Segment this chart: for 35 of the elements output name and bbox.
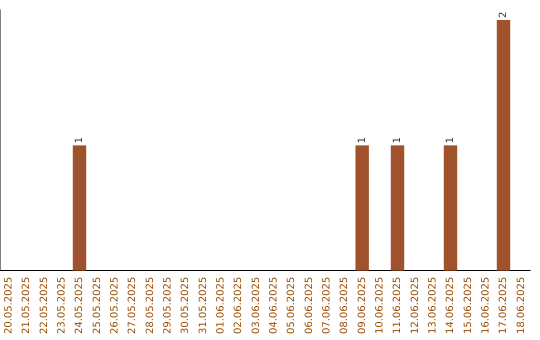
x-tick-label: 05.06.2025 bbox=[286, 276, 298, 334]
x-tick-label: 29.05.2025 bbox=[162, 276, 174, 334]
x-tick-label: 01.06.2025 bbox=[215, 276, 226, 334]
x-tick-label: 09.06.2025 bbox=[356, 276, 368, 334]
x-tick-label: 03.06.2025 bbox=[250, 276, 262, 334]
x-tick-label: 14.06.2025 bbox=[445, 276, 456, 334]
data-label: 2 bbox=[498, 12, 510, 18]
x-tick-label: 23.05.2025 bbox=[56, 276, 68, 334]
x-tick-label: 31.05.2025 bbox=[198, 276, 209, 334]
x-tick-label: 16.06.2025 bbox=[480, 276, 492, 334]
x-tick-label: 06.06.2025 bbox=[304, 276, 315, 334]
x-tick-label: 07.06.2025 bbox=[321, 276, 332, 334]
data-label: 1 bbox=[445, 137, 456, 144]
x-tick-label: 12.06.2025 bbox=[410, 276, 421, 334]
x-tick-label: 17.06.2025 bbox=[498, 276, 510, 334]
data-label: 1 bbox=[74, 137, 86, 144]
data-label: 1 bbox=[356, 137, 368, 144]
x-tick-label: 30.05.2025 bbox=[180, 276, 192, 334]
x-tick-label: 22.05.2025 bbox=[38, 276, 50, 334]
data-label: 1 bbox=[392, 137, 404, 144]
x-tick-label: 13.06.2025 bbox=[427, 276, 438, 334]
x-tick-label: 25.05.2025 bbox=[92, 276, 103, 334]
x-tick-label: 27.05.2025 bbox=[127, 276, 138, 334]
x-tick-label: 18.06.2025 bbox=[516, 276, 527, 334]
x-tick-label: 08.06.2025 bbox=[339, 276, 350, 334]
x-tick-label: 21.05.2025 bbox=[21, 276, 32, 334]
x-tick-label: 15.06.2025 bbox=[462, 276, 474, 334]
x-tick-label: 10.06.2025 bbox=[374, 276, 386, 334]
x-tick-label: 26.05.2025 bbox=[109, 276, 120, 334]
x-tick-label: 04.06.2025 bbox=[268, 276, 280, 334]
x-tick-label: 20.05.2025 bbox=[3, 276, 14, 334]
x-tick-label: 02.06.2025 bbox=[233, 276, 244, 334]
x-tick-label: 28.05.2025 bbox=[144, 276, 156, 334]
x-tick-label: 24.05.2025 bbox=[74, 276, 86, 334]
x-tick-label: 11.06.2025 bbox=[392, 276, 404, 334]
